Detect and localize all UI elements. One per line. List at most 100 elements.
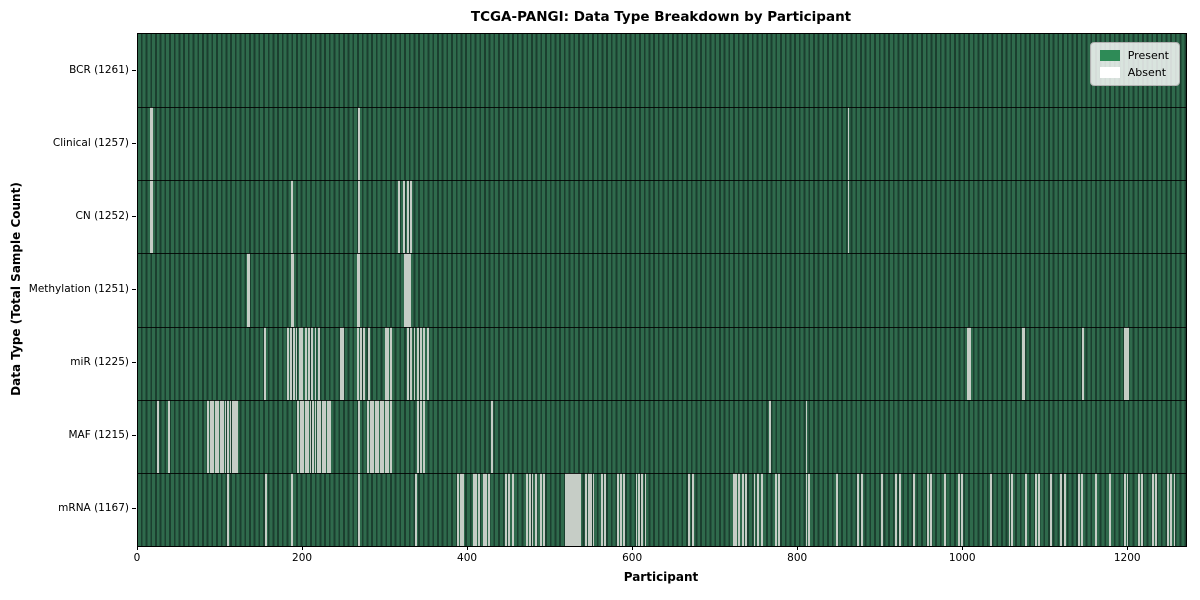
absent-gap (637, 472, 640, 546)
x-tick-label: 0 (133, 552, 141, 564)
absent-gap (374, 399, 377, 473)
row-maf (138, 399, 1186, 473)
absent-gap (341, 326, 344, 400)
absent-gap (753, 472, 756, 546)
absent-gap (404, 253, 407, 327)
chart-title: TCGA-PANGI: Data Type Breakdown by Parti… (470, 9, 852, 25)
absent-gap (805, 399, 808, 473)
absent-gap (961, 472, 964, 546)
absent-gap (304, 399, 307, 473)
absent-gap (574, 472, 577, 546)
absent-gap (1077, 472, 1080, 546)
absent-gap (732, 472, 735, 546)
absent-gap (324, 399, 327, 473)
absent-gap (968, 326, 971, 400)
absent-gap (302, 399, 305, 473)
absent-gap (576, 472, 578, 546)
absent-gap (363, 326, 366, 400)
absent-gap (587, 472, 590, 546)
absent-gap (525, 472, 528, 546)
y-tick-label-maf: MAF (1215) (68, 429, 129, 442)
absent-gap (567, 472, 570, 546)
absent-gap (534, 472, 537, 546)
absent-gap (247, 253, 250, 327)
absent-gap (511, 472, 514, 546)
row-divider (138, 399, 1186, 401)
absent-gap (1095, 472, 1098, 546)
absent-gap (369, 399, 372, 473)
absent-gap (358, 399, 361, 473)
absent-gap (321, 399, 324, 473)
absent-gap (1008, 472, 1011, 546)
absent-gap (231, 399, 234, 473)
legend-label-absent: Absent (1127, 66, 1167, 79)
y-tick-mark (132, 289, 136, 290)
legend-item-present: Present (1099, 50, 1169, 61)
x-tick-label: 1200 (1113, 552, 1141, 564)
absent-gap (217, 399, 220, 473)
y-tick-label-clinical: Clinical (1257) (52, 136, 129, 149)
absent-gap (1038, 472, 1041, 546)
absent-gap (298, 326, 301, 400)
absent-gap (301, 326, 304, 400)
absent-gap (737, 472, 740, 546)
absent-gap (227, 472, 229, 546)
absent-gap (600, 472, 603, 546)
absent-gap (623, 472, 626, 546)
x-tick-mark (962, 546, 964, 550)
absent-gap (420, 399, 423, 473)
y-tick-label-cn: CN (1252) (75, 209, 129, 222)
absent-gap (485, 472, 488, 546)
absent-gap (590, 472, 593, 546)
absent-gap (1021, 326, 1024, 400)
absent-gap (316, 399, 319, 473)
absent-gap (644, 472, 647, 546)
absent-gap (358, 180, 361, 254)
absent-gap (539, 472, 542, 546)
absent-gap (289, 326, 292, 400)
absent-gap (912, 472, 915, 546)
absent-gap (475, 472, 478, 546)
absent-gap (571, 472, 574, 546)
row-cn (138, 180, 1186, 254)
absent-gap (1127, 326, 1130, 400)
plot-area: Present Absent (137, 33, 1187, 547)
absent-gap (619, 472, 622, 546)
absent-gap (292, 253, 295, 327)
absent-gap (967, 326, 970, 400)
absent-gap (778, 472, 781, 546)
absent-gap (1141, 472, 1144, 546)
absent-gap (735, 472, 738, 546)
absent-gap (297, 399, 300, 473)
absent-gap (295, 326, 298, 400)
present-swatch-icon (1099, 50, 1120, 61)
absent-gap (358, 253, 361, 327)
absent-gap (491, 399, 493, 473)
absent-gap (1063, 472, 1066, 546)
y-tick-label-mir: miR (1225) (70, 356, 129, 369)
y-tick-label-methylation: Methylation (1251) (28, 283, 129, 295)
absent-gap (944, 472, 947, 546)
absent-gap (372, 399, 375, 473)
absent-gap (317, 326, 320, 400)
row-divider (138, 107, 1186, 109)
absent-gap (898, 472, 901, 546)
absent-gap (457, 472, 460, 546)
absent-gap (264, 326, 267, 400)
absent-gap (472, 472, 475, 546)
absent-gap (1126, 472, 1129, 546)
absent-gap (326, 399, 329, 473)
absent-gap (382, 399, 385, 473)
absent-gap (314, 326, 317, 400)
absent-gap (397, 180, 400, 254)
absent-gap (304, 326, 307, 400)
absent-gap (406, 180, 409, 254)
absent-gap (926, 472, 929, 546)
absent-gap (1060, 472, 1063, 546)
x-tick-mark (1127, 546, 1129, 550)
absent-gap (807, 472, 810, 546)
absent-gap (291, 180, 294, 254)
absent-gap (410, 326, 413, 400)
absent-gap (311, 326, 314, 400)
absent-gap (402, 180, 405, 254)
